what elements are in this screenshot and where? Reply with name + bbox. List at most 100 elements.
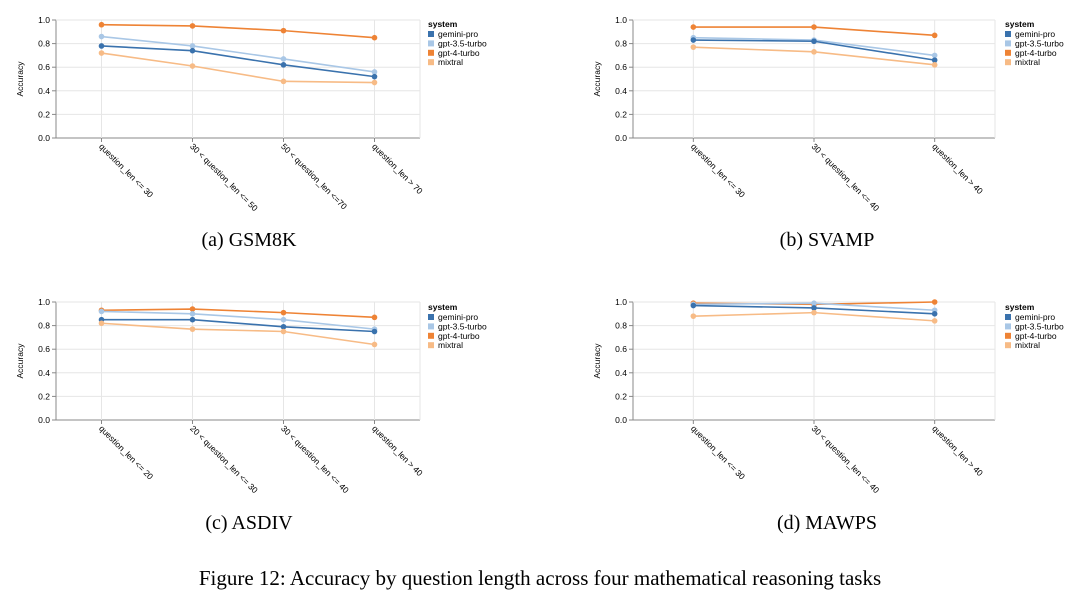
y-axis-title: Accuracy <box>15 61 25 97</box>
y-axis-title: Accuracy <box>592 343 602 379</box>
point-gemini-pro <box>280 323 287 330</box>
legend-label-gpt-3-5-turbo: gpt-3.5-turbo <box>438 321 487 331</box>
point-mixtral <box>98 320 105 327</box>
point-gemini-pro <box>98 43 105 49</box>
y-tick-label: 1.0 <box>38 15 50 25</box>
point-gemini-pro <box>690 37 697 43</box>
y-tick-label: 0.8 <box>38 39 50 49</box>
point-gpt-4-turbo <box>189 23 196 29</box>
point-mixtral <box>189 326 196 332</box>
x-tick-label: 20 < question_len <= 30 <box>188 423 260 495</box>
point-gemini-pro <box>811 38 817 45</box>
point-mixtral <box>371 341 378 348</box>
legend-label-gemini-pro: gemini-pro <box>438 29 478 39</box>
legend-swatch-gpt-3-5-turbo <box>1005 323 1011 330</box>
point-gpt-4-turbo <box>931 299 938 305</box>
y-tick-label: 0.4 <box>38 86 50 96</box>
y-tick-label: 0.4 <box>615 368 627 378</box>
point-mixtral <box>690 44 697 50</box>
point-mixtral <box>280 78 287 85</box>
x-tick-label: question_len <= 30 <box>689 141 747 199</box>
x-tick-label: question_len <= 30 <box>689 423 747 481</box>
y-tick-label: 0.0 <box>615 415 627 425</box>
figure-caption: Figure 12: Accuracy by question length a… <box>199 566 881 590</box>
y-tick-label: 1.0 <box>38 297 50 307</box>
legend-label-mixtral: mixtral <box>438 57 463 67</box>
point-gpt-3-5-turbo <box>811 300 817 306</box>
series-line-gemini-pro <box>101 45 375 78</box>
point-gpt-4-turbo <box>371 34 378 41</box>
legend-title: system <box>1005 19 1035 29</box>
legend-label-gpt-3-5-turbo: gpt-3.5-turbo <box>438 38 487 48</box>
panel-asdiv: 0.0 0.2 0.4 0.6 0.8 1.0 question_len <= 20 20 <… <box>15 297 487 534</box>
y-tick-label: 0.2 <box>38 109 50 119</box>
point-gpt-4-turbo <box>931 32 938 39</box>
legend-swatch-mixtral <box>1005 342 1011 349</box>
legend-swatch-gpt-3-5-turbo <box>1005 40 1011 47</box>
point-gpt-4-turbo <box>811 24 817 30</box>
point-mixtral <box>690 313 697 319</box>
point-gemini-pro <box>280 62 287 68</box>
legend-label-mixtral: mixtral <box>1015 340 1040 350</box>
subfigure-caption: (b) SVAMP <box>780 229 875 251</box>
legend-swatch-gpt-4-turbo <box>1005 49 1011 56</box>
x-tick-label: 30 < question_len <= 40 <box>810 141 882 213</box>
y-tick-label: 0.6 <box>615 62 627 72</box>
point-gpt-3-5-turbo <box>98 308 105 315</box>
y-tick-label: 1.0 <box>615 297 627 307</box>
y-tick-label: 0.8 <box>615 321 627 331</box>
legend-swatch-gemini-pro <box>428 31 434 37</box>
point-gemini-pro <box>931 311 938 317</box>
subfigure-caption: (a) GSM8K <box>202 229 298 251</box>
legend-label-gemini-pro: gemini-pro <box>438 312 478 322</box>
point-gpt-3-5-turbo <box>189 43 196 49</box>
legend-label-gemini-pro: gemini-pro <box>1015 29 1055 39</box>
point-gemini-pro <box>811 305 817 311</box>
point-gemini-pro <box>189 316 196 323</box>
x-tick-label: question_len > 40 <box>930 141 985 196</box>
y-tick-label: 0.4 <box>615 86 627 96</box>
legend-label-mixtral: mixtral <box>1015 57 1040 67</box>
y-tick-label: 0.0 <box>38 133 50 143</box>
legend-swatch-mixtral <box>428 59 434 66</box>
point-gemini-pro <box>371 73 378 80</box>
panel-mawps: 0.0 0.2 0.4 0.6 0.8 1.0 question_len <= 30 30 <… <box>592 297 1064 534</box>
legend-swatch-gpt-3-5-turbo <box>428 323 434 330</box>
point-mixtral <box>811 309 817 316</box>
legend-label-mixtral: mixtral <box>438 340 463 350</box>
y-tick-label: 0.0 <box>615 133 627 143</box>
subfigure-caption: (c) ASDIV <box>205 512 293 534</box>
x-tick-label: question_len > 40 <box>930 423 985 478</box>
point-gemini-pro <box>189 47 196 54</box>
legend-label-gpt-4-turbo: gpt-4-turbo <box>438 48 480 58</box>
point-gpt-4-turbo <box>690 24 697 30</box>
y-tick-label: 0.2 <box>38 391 50 401</box>
series-line-gpt-3-5-turbo <box>101 35 375 73</box>
legend-title: system <box>1005 302 1035 312</box>
point-gpt-3-5-turbo <box>280 56 287 62</box>
x-tick-label: question_len > 40 <box>370 423 425 478</box>
point-mixtral <box>811 49 817 55</box>
point-gpt-4-turbo <box>189 306 196 312</box>
legend-swatch-mixtral <box>428 342 434 349</box>
y-tick-label: 0.8 <box>38 321 50 331</box>
legend-swatch-gemini-pro <box>428 314 434 320</box>
legend-swatch-gemini-pro <box>1005 314 1011 320</box>
legend-swatch-gemini-pro <box>1005 31 1011 37</box>
point-gpt-3-5-turbo <box>931 52 938 59</box>
point-mixtral <box>931 62 938 68</box>
legend-swatch-mixtral <box>1005 59 1011 66</box>
x-tick-label: 50 < question_len <=70 <box>279 141 349 211</box>
x-tick-label: 30 < question_len <= 40 <box>810 423 882 495</box>
series-line-mixtral <box>101 322 375 346</box>
y-axis-title: Accuracy <box>592 61 602 97</box>
series-line-gpt-3-5-turbo <box>101 310 375 330</box>
legend-swatch-gpt-4-turbo <box>1005 332 1011 339</box>
x-tick-label: 30 < question_len <= 50 <box>188 141 260 213</box>
legend-swatch-gpt-4-turbo <box>428 332 434 339</box>
series-line-gpt-4-turbo <box>101 23 375 39</box>
legend-label-gpt-3-5-turbo: gpt-3.5-turbo <box>1015 38 1064 48</box>
y-tick-label: 0.6 <box>615 344 627 354</box>
point-mixtral <box>189 63 196 69</box>
